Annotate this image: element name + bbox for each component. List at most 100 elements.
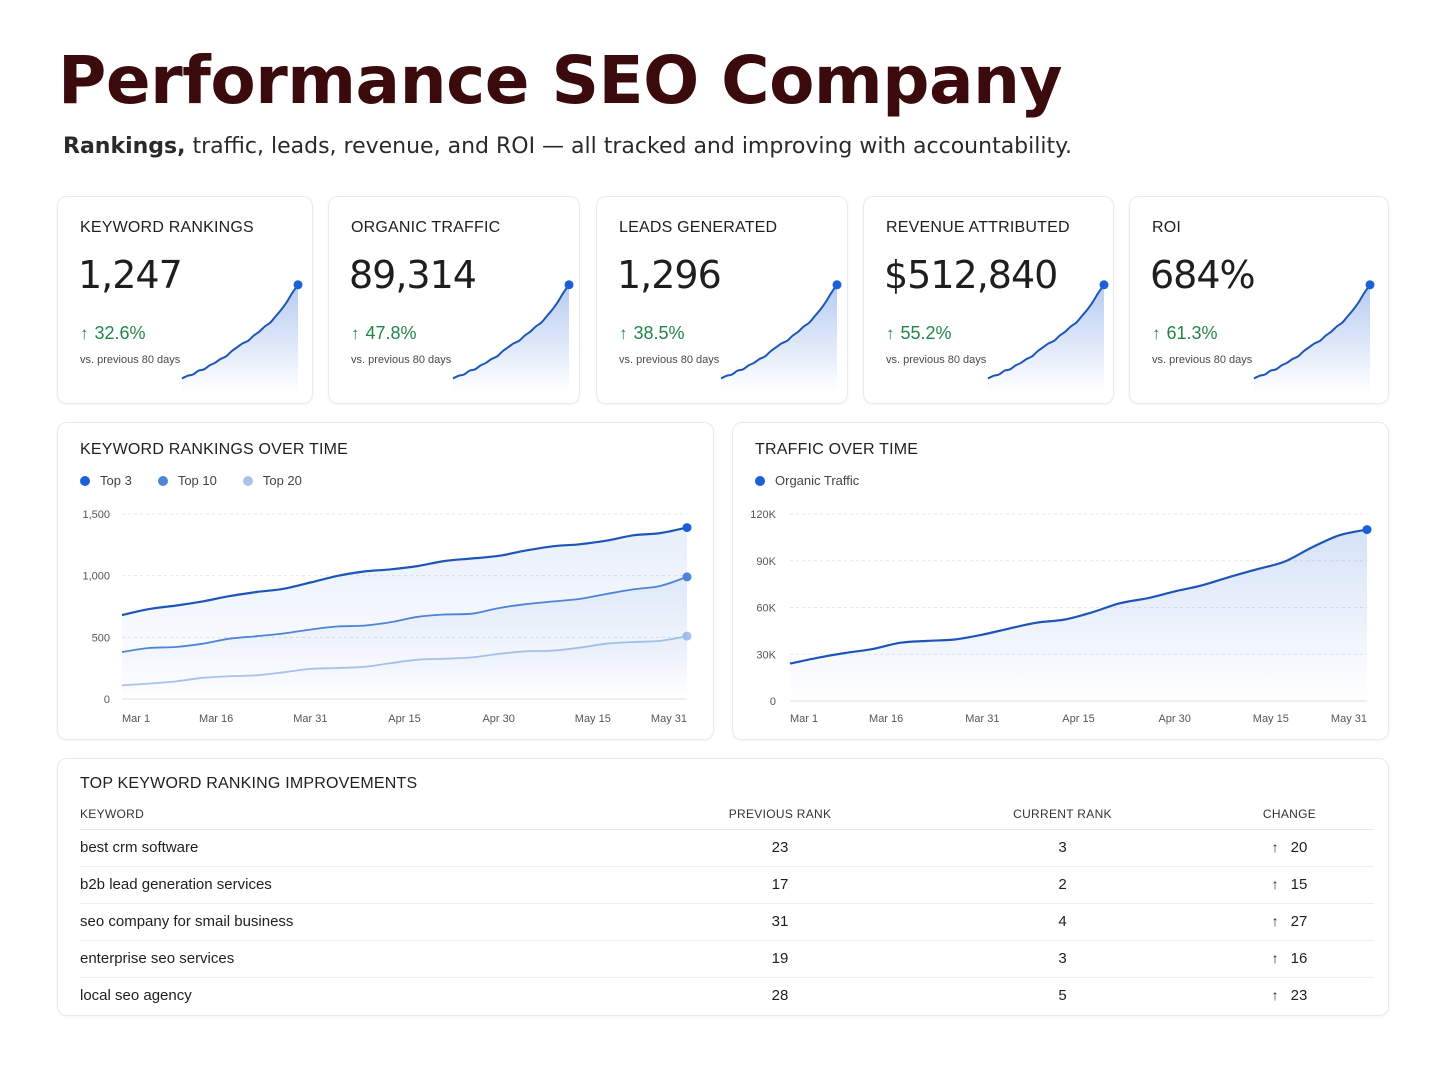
sparkline-area [721, 284, 837, 393]
change-cell: ↑ 23 [1205, 977, 1374, 1014]
series-end-point [682, 523, 692, 533]
table-row: b2b lead generation services 17 2 ↑ 15 [80, 866, 1374, 904]
sparkline-area [182, 284, 298, 393]
x-tick-label: Apr 30 [1158, 713, 1190, 725]
traffic-chart-title: TRAFFIC OVER TIME [755, 441, 919, 458]
table-row: best crm software 23 3 ↑ 20 [80, 829, 1374, 867]
series-area [122, 527, 687, 699]
kpi-delta: ↑ 55.2% [886, 323, 952, 344]
arrow-up-icon: ↑ [1271, 876, 1279, 892]
kpi-delta-value: 38.5% [633, 323, 685, 343]
sparkline-line [181, 284, 299, 380]
x-tick-label: May 31 [651, 713, 687, 725]
sparkline-line [987, 284, 1105, 380]
sparkline [720, 280, 842, 393]
kpi-delta-value: 32.6% [94, 323, 146, 343]
x-tick-label: Apr 15 [388, 713, 420, 725]
kpi-value: 1,296 [617, 253, 722, 297]
sparkline-line [1253, 284, 1371, 380]
column-header-current-rank: CURRENT RANK [920, 799, 1205, 830]
series-area [790, 529, 1367, 701]
sparkline-end-point [564, 280, 574, 290]
column-header-change: CHANGE [1205, 799, 1374, 830]
table-body: best crm software 23 3 ↑ 20 b2b lead generati… [80, 829, 1374, 1014]
y-tick-label: 1,000 [82, 571, 110, 583]
kpi-value: $512,840 [884, 253, 1058, 297]
kpi-delta-value: 47.8% [365, 323, 417, 343]
kpi-value: 684% [1150, 253, 1256, 297]
previous-rank-cell: 23 [640, 829, 920, 867]
x-tick-label: Mar 1 [122, 713, 150, 725]
subtitle-bold: Rankings, [63, 134, 186, 159]
y-tick-label: 1,500 [82, 509, 110, 521]
x-tick-label: Mar 31 [293, 713, 327, 725]
sparkline-line [452, 284, 570, 380]
sparkline [1253, 280, 1375, 393]
series-line [789, 528, 1368, 665]
arrow-up-icon: ↑ [80, 324, 89, 343]
kpi-card: KEYWORD RANKINGS 1,247 ↑ 32.6% vs. previous … [57, 196, 313, 404]
keyword-chart-title: KEYWORD RANKINGS OVER TIME [80, 441, 349, 458]
legend-swatch [80, 475, 90, 486]
x-tick-label: Apr 30 [482, 713, 514, 725]
x-tick-label: May 15 [1253, 713, 1289, 725]
legend-item: Top 20 [242, 473, 302, 488]
previous-rank-cell: 28 [771, 987, 789, 1005]
traffic-chart-card: TRAFFIC OVER TIME Organic Traffic 0 30K 60… [732, 422, 1389, 740]
keyword-cell: seo company for smail business [80, 903, 640, 941]
previous-rank-cell: 31 [640, 903, 920, 941]
keyword-chart-legend: Top 3 Top 10 Top 20 [80, 473, 302, 488]
sparkline-area [1254, 284, 1370, 393]
arrow-up-icon: ↑ [619, 324, 628, 343]
change-value: 15 [1290, 876, 1308, 893]
change-cell: ↑ 27 [1205, 903, 1374, 941]
sparkline [987, 280, 1109, 393]
kpi-comparison-note: vs. previous 80 days [1152, 354, 1253, 366]
sparkline [181, 280, 303, 393]
x-tick-label: Mar 16 [869, 713, 903, 725]
y-tick-label: 500 [92, 632, 110, 644]
y-tick-label: 60K [756, 603, 776, 615]
arrow-up-icon: ↑ [351, 324, 360, 343]
column-header-keyword: KEYWORD [80, 799, 640, 830]
x-tick-label: Apr 15 [1062, 713, 1094, 725]
arrow-up-icon: ↑ [1271, 913, 1279, 929]
sparkline-end-point [832, 280, 842, 290]
change-cell: ↑ 15 [1205, 866, 1374, 904]
change-value: 27 [1290, 913, 1308, 930]
kpi-delta: ↑ 38.5% [619, 323, 685, 344]
current-rank-cell: 2 [920, 866, 1205, 904]
table-row: seo company for smail business 31 4 ↑ 27 [80, 903, 1374, 941]
change-value: 20 [1290, 839, 1308, 856]
kpi-card: ORGANIC TRAFFIC 89,314 ↑ 47.8% vs. previous … [328, 196, 580, 404]
table-row: enterprise seo services 19 3 ↑ 16 [80, 940, 1374, 978]
legend-item: Top 3 [80, 473, 132, 488]
traffic-chart: 0 30K 60K 90K 120K Mar 1 Mar 16 Mar 31 Apr 15 Apr… [750, 509, 1372, 725]
y-tick-label: 90K [756, 556, 776, 568]
x-tick-label: Mar 16 [199, 713, 233, 725]
x-tick-label: Mar 1 [790, 713, 818, 725]
sparkline-end-point [1099, 280, 1109, 290]
sparkline [452, 280, 574, 393]
keyword-improvements-card: TOP KEYWORD RANKING IMPROVEMENTS KEYWORD… [57, 758, 1389, 1016]
x-tick-label: May 31 [1331, 713, 1367, 725]
kpi-card: REVENUE ATTRIBUTED $512,840 ↑ 55.2% vs. prev… [863, 196, 1114, 404]
kpi-value: 1,247 [78, 253, 183, 297]
x-tick-label: Mar 31 [965, 713, 999, 725]
legend-label: Organic Traffic [775, 473, 860, 488]
kpi-label: KEYWORD RANKINGS [80, 219, 254, 236]
table-title: TOP KEYWORD RANKING IMPROVEMENTS [80, 775, 418, 792]
table-row: local seo agency 28 5 ↑ 23 [80, 977, 1374, 1014]
keyword-cell: enterprise seo services [80, 940, 640, 978]
kpi-card: LEADS GENERATED 1,296 ↑ 38.5% vs. previous 8… [596, 196, 848, 404]
previous-rank-cell: 19 [640, 940, 920, 978]
column-header-previous-rank: PREVIOUS RANK [640, 799, 920, 830]
legend-swatch [755, 475, 765, 486]
legend-item: Top 10 [157, 473, 217, 488]
sparkline-end-point [1365, 280, 1375, 290]
current-rank-cell: 3 [920, 829, 1205, 867]
kpi-comparison-note: vs. previous 80 days [619, 354, 720, 366]
kpi-comparison-note: vs. previous 80 days [80, 354, 181, 366]
legend-label: Top 3 [100, 473, 132, 488]
y-tick-label: 0 [770, 696, 776, 708]
